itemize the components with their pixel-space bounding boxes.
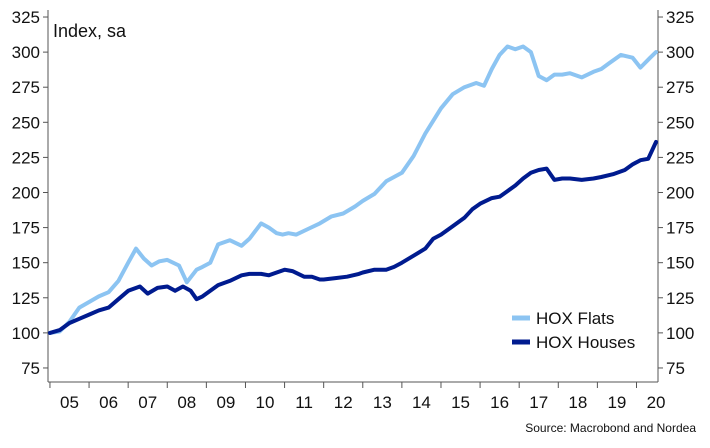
- x-tick-label: 18: [568, 393, 587, 412]
- y-axis-unit-label: Index, sa: [53, 21, 127, 41]
- y-tick-label-left: 275: [12, 78, 40, 97]
- y-tick-label-right: 275: [666, 78, 694, 97]
- x-tick-label: 12: [334, 393, 353, 412]
- y-tick-label-right: 125: [666, 289, 694, 308]
- y-tick-label-right: 250: [666, 113, 694, 132]
- x-tick-label: 16: [490, 393, 509, 412]
- x-tick-label: 11: [295, 393, 313, 412]
- x-tick-label: 20: [647, 393, 666, 412]
- x-tick-label: 06: [99, 393, 118, 412]
- x-tick-label: 19: [607, 393, 626, 412]
- x-tick-label: 13: [373, 393, 392, 412]
- y-tick-label-left: 225: [12, 148, 40, 167]
- y-tick-label-left: 150: [12, 254, 40, 273]
- source-note: Source: Macrobond and Nordea: [525, 421, 696, 435]
- y-tick-label-left: 325: [12, 8, 40, 27]
- x-tick-label: 17: [529, 393, 548, 412]
- y-tick-label-left: 300: [12, 43, 40, 62]
- y-tick-label-left: 125: [12, 289, 40, 308]
- y-tick-label-right: 225: [666, 148, 694, 167]
- y-tick-label-right: 75: [666, 359, 685, 378]
- y-tick-label-right: 300: [666, 43, 694, 62]
- legend: HOX Flats HOX Houses: [512, 309, 635, 352]
- y-tick-label-left: 75: [21, 359, 40, 378]
- y-tick-label-right: 100: [666, 324, 694, 343]
- y-tick-label-left: 100: [12, 324, 40, 343]
- x-tick-label: 09: [216, 393, 235, 412]
- x-tick-label: 05: [60, 393, 79, 412]
- x-tick-label: 14: [412, 393, 431, 412]
- series-layer: [48, 44, 658, 335]
- axes: 75 75 100 100 125 125 150 150 175 175 200 200 225 225…: [12, 8, 695, 412]
- y-tick-label-right: 325: [666, 8, 694, 27]
- series-line-hox-flats: [48, 44, 658, 335]
- y-tick-label-right: 200: [666, 183, 694, 202]
- y-tick-label-right: 175: [666, 219, 694, 238]
- x-tick-label: 15: [451, 393, 470, 412]
- x-tick-label: 08: [177, 393, 196, 412]
- series-line-hox-houses: [48, 140, 658, 335]
- y-tick-label-left: 175: [12, 219, 40, 238]
- x-tick-label: 10: [256, 393, 275, 412]
- legend-label: HOX Flats: [536, 309, 614, 328]
- y-tick-label-left: 250: [12, 113, 40, 132]
- y-tick-label-right: 150: [666, 254, 694, 273]
- y-tick-label-left: 200: [12, 183, 40, 202]
- x-tick-label: 07: [138, 393, 157, 412]
- legend-label: HOX Houses: [536, 333, 635, 352]
